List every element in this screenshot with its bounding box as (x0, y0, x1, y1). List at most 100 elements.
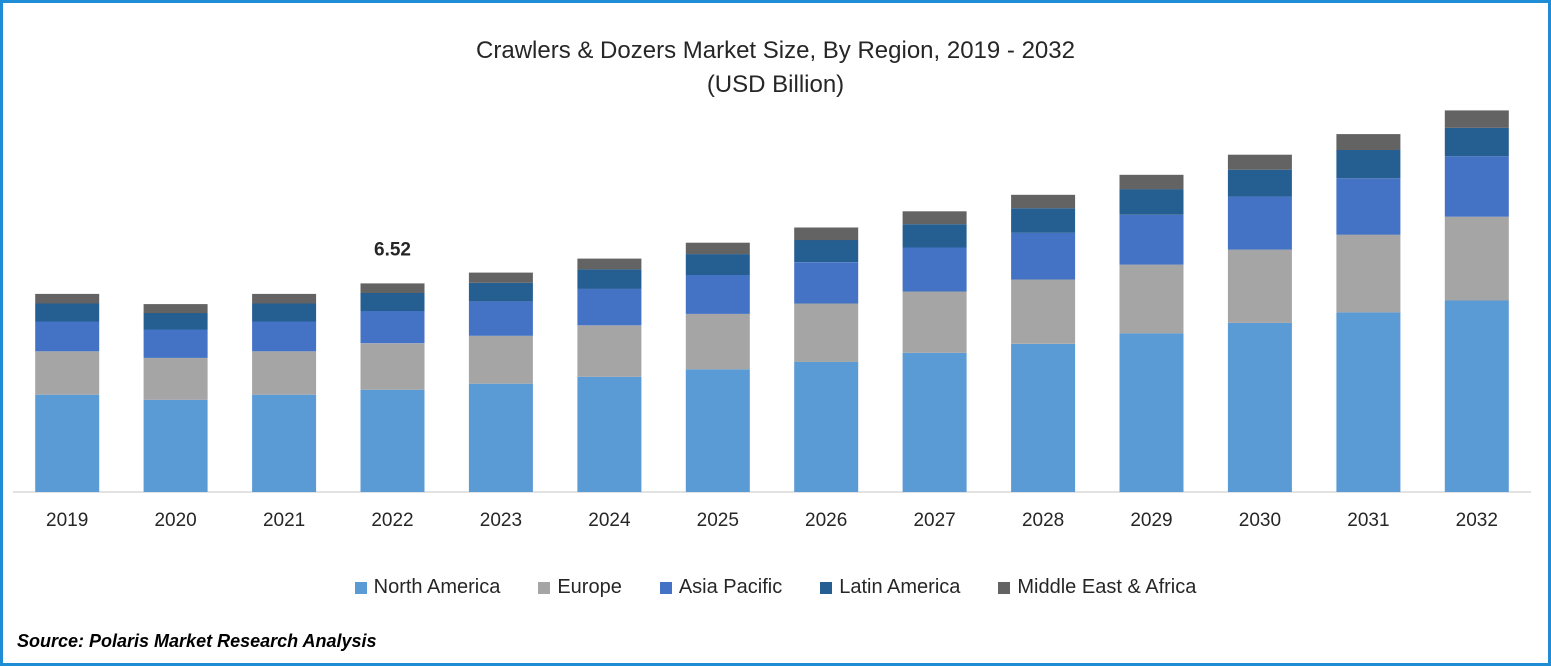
x-tick-label: 2030 (1239, 510, 1281, 531)
x-tick-label: 2026 (805, 510, 847, 531)
bar-segment-2025-europe (685, 313, 750, 370)
legend-item-middle-east-africa: Middle East & Africa (998, 576, 1196, 599)
chart-subtitle: (USD Billion) (706, 71, 845, 98)
bar-segment-2021-latin-america (252, 303, 317, 322)
bar-segment-2025-asia-pacific (685, 275, 750, 314)
legend-item-latin-america: Latin America (820, 576, 960, 599)
bar-segment-2020-europe (143, 357, 208, 400)
bar-segment-2023-asia-pacific (468, 301, 533, 336)
legend-label: Asia Pacific (678, 576, 783, 598)
x-tick-label: 2024 (588, 510, 631, 531)
bar-segment-2019-north-america (35, 394, 100, 492)
bar-segment-2031-europe (1336, 234, 1401, 313)
bar-segment-2026-europe (794, 303, 859, 362)
x-tick-label: 2031 (1347, 510, 1389, 531)
bar-segment-2022-latin-america (360, 293, 425, 311)
x-tick-label: 2028 (1022, 510, 1064, 531)
bar-segment-2032-europe (1444, 216, 1509, 301)
bar-segment-2025-north-america (685, 369, 750, 492)
source-note: Source: Polaris Market Research Analysis (17, 631, 377, 651)
bar-segment-2022-north-america (360, 389, 425, 492)
bar-segment-2023-north-america (468, 383, 533, 492)
legend-swatch (538, 581, 551, 594)
bar-segment-2019-europe (35, 351, 100, 395)
x-tick-label: 2020 (154, 510, 196, 531)
bar-segment-2019-asia-pacific (35, 321, 100, 352)
bar-segment-2021-asia-pacific (252, 321, 317, 352)
bar-segment-2027-north-america (902, 352, 967, 492)
bar-segment-2029-middle-east-africa (1119, 174, 1184, 190)
bar-segment-2022-europe (360, 343, 425, 390)
bar-segment-2019-latin-america (35, 303, 100, 322)
data-label-2022: 6.52 (374, 239, 411, 260)
bar-segment-2026-asia-pacific (794, 262, 859, 304)
bar-segment-2032-middle-east-africa (1444, 110, 1509, 128)
legend-item-north-america: North America (354, 576, 500, 599)
bar-segment-2023-middle-east-africa (468, 272, 533, 283)
x-tick-label: 2023 (480, 510, 522, 531)
bar-segment-2022-middle-east-africa (360, 283, 425, 293)
bar-segment-2030-asia-pacific (1227, 196, 1292, 250)
legend-item-europe: Europe (538, 576, 622, 599)
bar-segment-2029-asia-pacific (1119, 214, 1184, 265)
bar-segment-2020-latin-america (143, 313, 208, 330)
bar-segment-2027-asia-pacific (902, 247, 967, 292)
bar-segment-2025-latin-america (685, 254, 750, 275)
bar-segment-2030-latin-america (1227, 169, 1292, 197)
bar-segment-2028-latin-america (1011, 208, 1076, 233)
bar-segment-2031-middle-east-africa (1336, 134, 1401, 150)
bar-segment-2020-asia-pacific (143, 329, 208, 358)
bar-segment-2031-latin-america (1336, 149, 1401, 179)
bar-segment-2022-asia-pacific (360, 310, 425, 344)
bar-segment-2021-europe (252, 351, 317, 395)
bar-segment-2028-europe (1011, 279, 1076, 344)
bar-segment-2019-middle-east-africa (35, 293, 100, 304)
bar-segment-2026-middle-east-africa (794, 227, 859, 241)
bar-segment-2024-asia-pacific (577, 288, 642, 326)
legend-swatch (820, 581, 833, 594)
bar-segment-2023-latin-america (468, 282, 533, 302)
bar-segment-2020-middle-east-africa (143, 304, 208, 314)
bar-segment-2028-asia-pacific (1011, 232, 1076, 280)
legend-swatch (659, 581, 672, 594)
x-tick-label: 2032 (1456, 510, 1498, 531)
bar-segment-2032-latin-america (1444, 127, 1509, 157)
bar-segment-2030-europe (1227, 249, 1292, 323)
x-tick-label: 2022 (371, 510, 413, 531)
legend-label: Europe (557, 576, 622, 598)
bar-segment-2026-north-america (794, 361, 859, 492)
bar-segment-2027-europe (902, 291, 967, 353)
x-tick-label: 2029 (1130, 510, 1172, 531)
bar-segment-2032-north-america (1444, 300, 1509, 492)
bar-segment-2025-middle-east-africa (685, 242, 750, 255)
bar-segment-2029-europe (1119, 264, 1184, 334)
bar-segment-2027-middle-east-africa (902, 211, 967, 225)
bar-segment-2028-north-america (1011, 343, 1076, 492)
chart-plot: 2019 2020 2021 2022 6.52 2023 2024 2025 2026 2027… (13, 110, 1531, 531)
x-tick-label: 2019 (46, 510, 88, 531)
legend-item-asia-pacific: Asia Pacific (659, 576, 783, 599)
bar-segment-2024-middle-east-africa (577, 258, 642, 270)
bar-segment-2024-latin-america (577, 269, 642, 289)
x-tick-label: 2021 (263, 510, 305, 531)
chart-legend: North America Europe Asia Pacific Latin Ame… (3, 576, 1548, 599)
x-tick-label: 2027 (913, 510, 955, 531)
bar-segment-2030-north-america (1227, 322, 1292, 492)
legend-label: Latin America (839, 576, 961, 598)
legend-swatch (998, 581, 1011, 594)
bar-segment-2032-asia-pacific (1444, 156, 1509, 217)
bar-segment-2031-north-america (1336, 312, 1401, 492)
chart-title: Crawlers & Dozers Market Size, By Region… (476, 37, 1075, 64)
bar-segment-2020-north-america (143, 399, 208, 492)
bar-segment-2023-europe (468, 335, 533, 384)
bar-segment-2021-middle-east-africa (252, 293, 317, 304)
bar-segment-2031-asia-pacific (1336, 178, 1401, 235)
bar-segment-2029-north-america (1119, 333, 1184, 492)
legend-swatch (354, 581, 367, 594)
bar-segment-2026-latin-america (794, 240, 859, 263)
bar-segment-2024-north-america (577, 376, 642, 492)
bar-segment-2027-latin-america (902, 224, 967, 248)
bar-segment-2028-middle-east-africa (1011, 194, 1076, 209)
bar-segment-2030-middle-east-africa (1227, 154, 1292, 170)
